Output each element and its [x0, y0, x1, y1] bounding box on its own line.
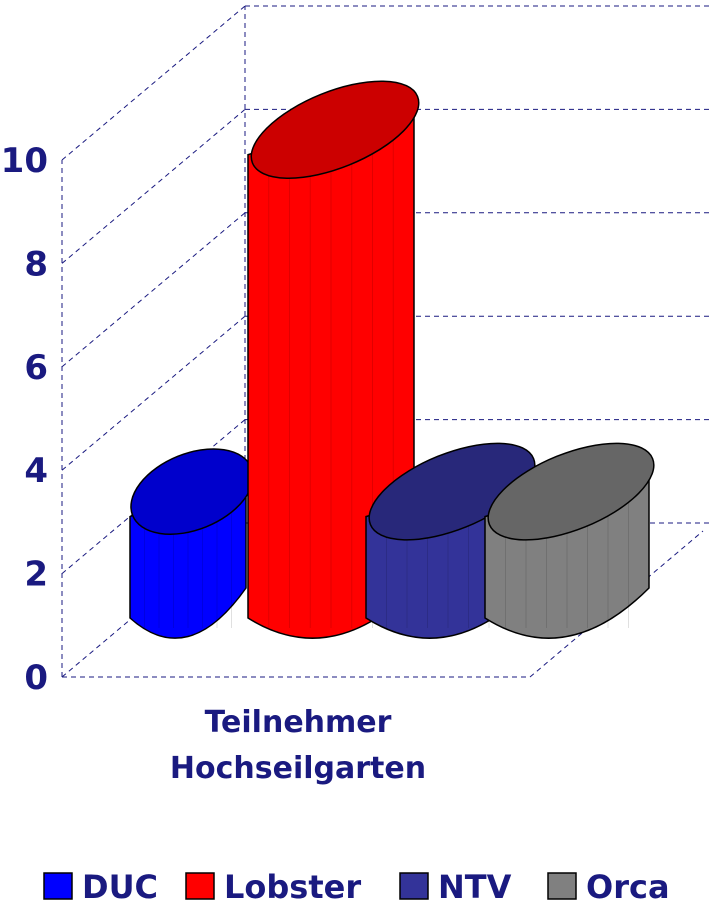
legend-swatch — [547, 872, 577, 900]
y-tick-label: 8 — [24, 244, 48, 284]
bar-top — [368, 442, 536, 541]
category-label: Teilnehmer Hochseilgarten — [169, 705, 427, 786]
y-tick-label: 6 — [24, 348, 48, 388]
bar — [129, 448, 254, 639]
legend-label: DUC — [82, 868, 158, 906]
bar-top-shade — [130, 448, 254, 535]
legend-swatch — [43, 872, 73, 900]
bar-top — [250, 80, 420, 179]
legend-swatch — [185, 872, 215, 900]
y-tick-label: 4 — [24, 451, 48, 491]
bar — [484, 442, 655, 639]
y-tick-label: 2 — [24, 555, 48, 595]
bar-top — [487, 442, 655, 541]
bar-top-shade — [369, 443, 535, 540]
legend-label: Orca — [586, 868, 670, 906]
grid-line — [61, 212, 246, 368]
grid-line — [61, 5, 246, 161]
legend-label: NTV — [438, 868, 512, 906]
grid-line — [61, 109, 246, 264]
bar-top-shade — [251, 81, 419, 179]
bar-top-shade — [488, 443, 654, 540]
legend-swatch — [399, 872, 429, 900]
y-tick-label: 10 — [1, 141, 48, 181]
grid-line — [61, 315, 246, 471]
legend-label: Lobster — [224, 868, 361, 906]
bar — [247, 80, 420, 639]
y-tick-label: 0 — [24, 658, 48, 698]
floor-right-edge — [529, 530, 704, 678]
